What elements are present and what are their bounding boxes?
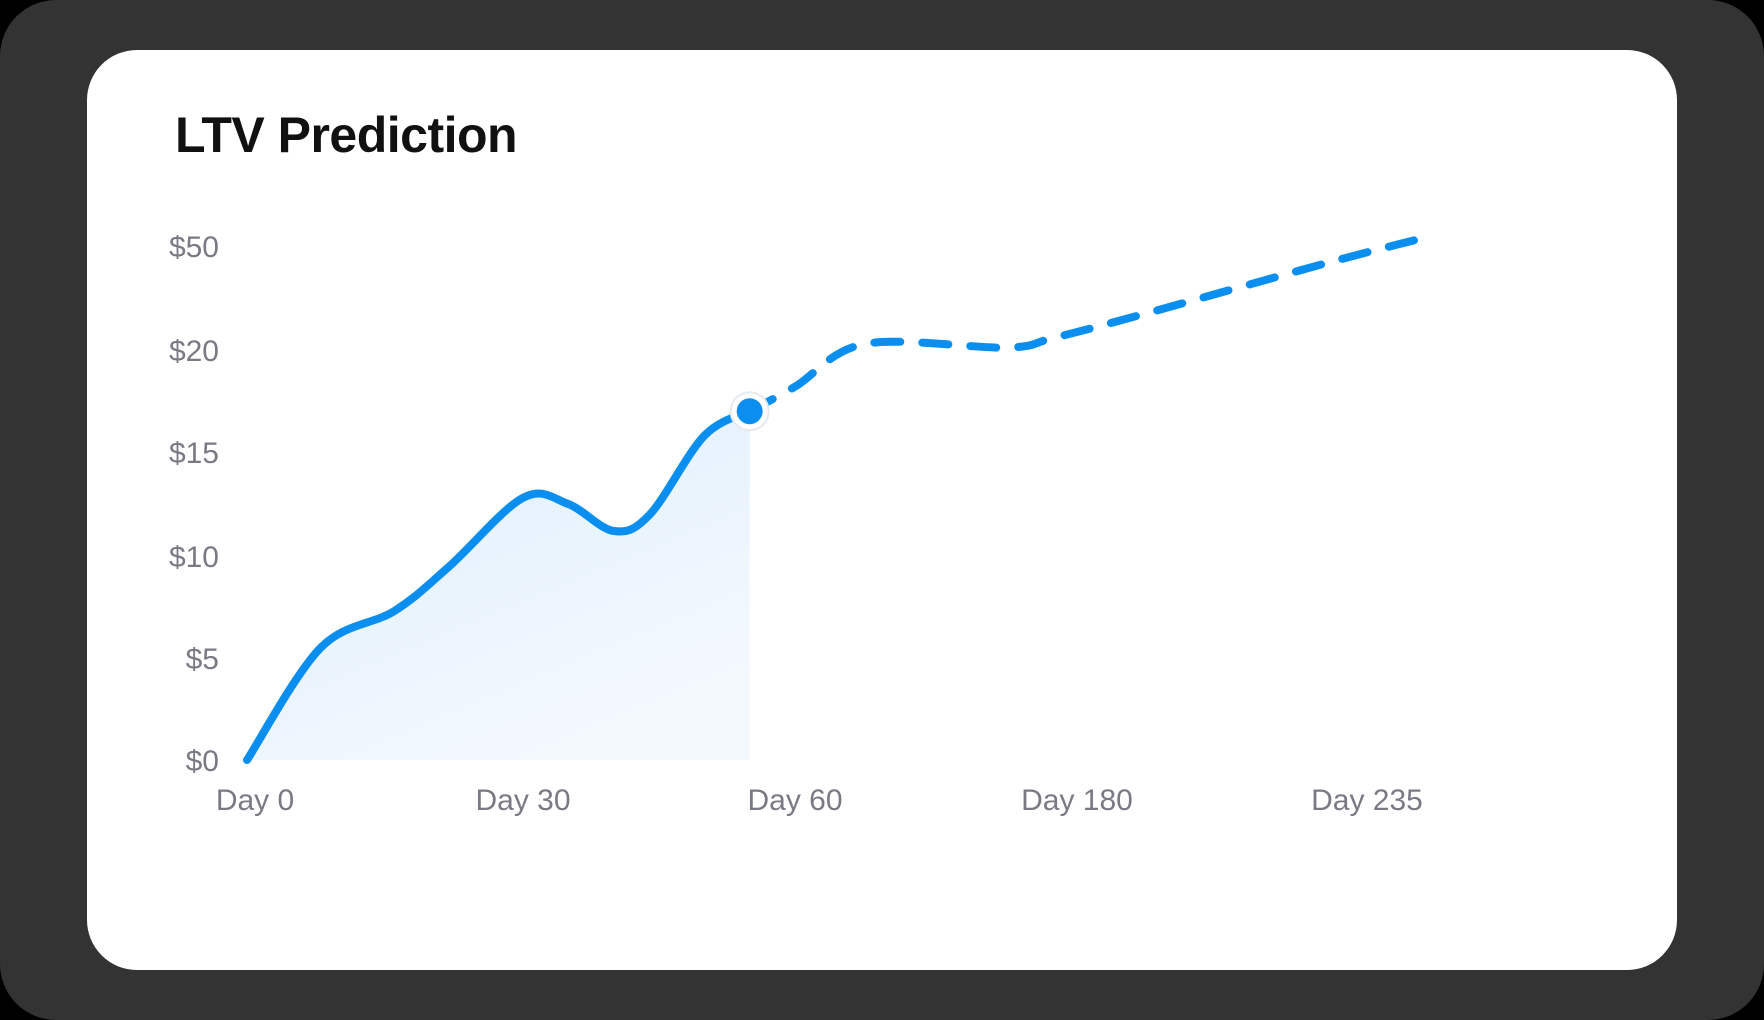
y-tick-label: $20 xyxy=(169,335,219,368)
x-tick-label: Day 0 xyxy=(216,784,294,817)
y-axis-ticks: $0 $5 $10 $15 $20 $50 xyxy=(169,231,219,778)
chart-title: LTV Prediction xyxy=(175,107,518,163)
x-axis-ticks: Day 0 Day 30 Day 60 Day 180 Day 235 xyxy=(216,784,1423,817)
x-tick-label: Day 60 xyxy=(747,784,842,817)
y-tick-label: $0 xyxy=(186,745,219,778)
ltv-card: LTV Prediction $0 $5 $10 $15 $20 $50 Day 0 Day… xyxy=(87,50,1677,970)
y-tick-label: $10 xyxy=(169,541,219,574)
x-tick-label: Day 180 xyxy=(1021,784,1133,817)
y-tick-label: $5 xyxy=(186,643,219,676)
current-point-marker[interactable] xyxy=(736,398,763,425)
y-tick-label: $50 xyxy=(169,231,219,264)
x-tick-label: Day 30 xyxy=(475,784,570,817)
y-tick-label: $15 xyxy=(169,437,219,470)
actual-ltv-line xyxy=(243,407,754,764)
x-tick-label: Day 235 xyxy=(1311,784,1423,817)
ltv-line-chart: $0 $5 $10 $15 $20 $50 Day 0 Day 30 Day 60 Day 18… xyxy=(169,231,1423,817)
actual-ltv-area xyxy=(247,411,750,760)
predicted-ltv-line xyxy=(745,235,1423,416)
